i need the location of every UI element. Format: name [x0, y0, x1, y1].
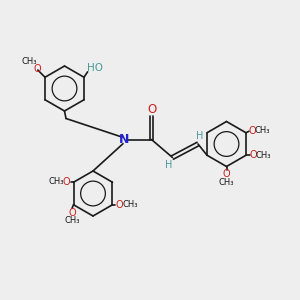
Text: CH₃: CH₃	[21, 57, 37, 66]
Text: H: H	[165, 160, 172, 170]
Text: O: O	[116, 200, 124, 210]
Text: CH₃: CH₃	[122, 200, 138, 209]
Text: CH₃: CH₃	[64, 216, 80, 225]
Text: HO: HO	[87, 63, 104, 73]
Text: N: N	[119, 133, 130, 146]
Text: H: H	[196, 130, 203, 141]
Text: O: O	[249, 126, 256, 136]
Text: CH₃: CH₃	[255, 127, 270, 136]
Text: O: O	[33, 64, 41, 74]
Text: CH₃: CH₃	[219, 178, 234, 187]
Text: CH₃: CH₃	[48, 177, 64, 186]
Text: O: O	[68, 208, 76, 218]
Text: O: O	[147, 103, 156, 116]
Text: CH₃: CH₃	[255, 151, 271, 160]
Text: O: O	[62, 177, 70, 187]
Text: O: O	[249, 150, 257, 160]
Text: O: O	[223, 169, 230, 179]
